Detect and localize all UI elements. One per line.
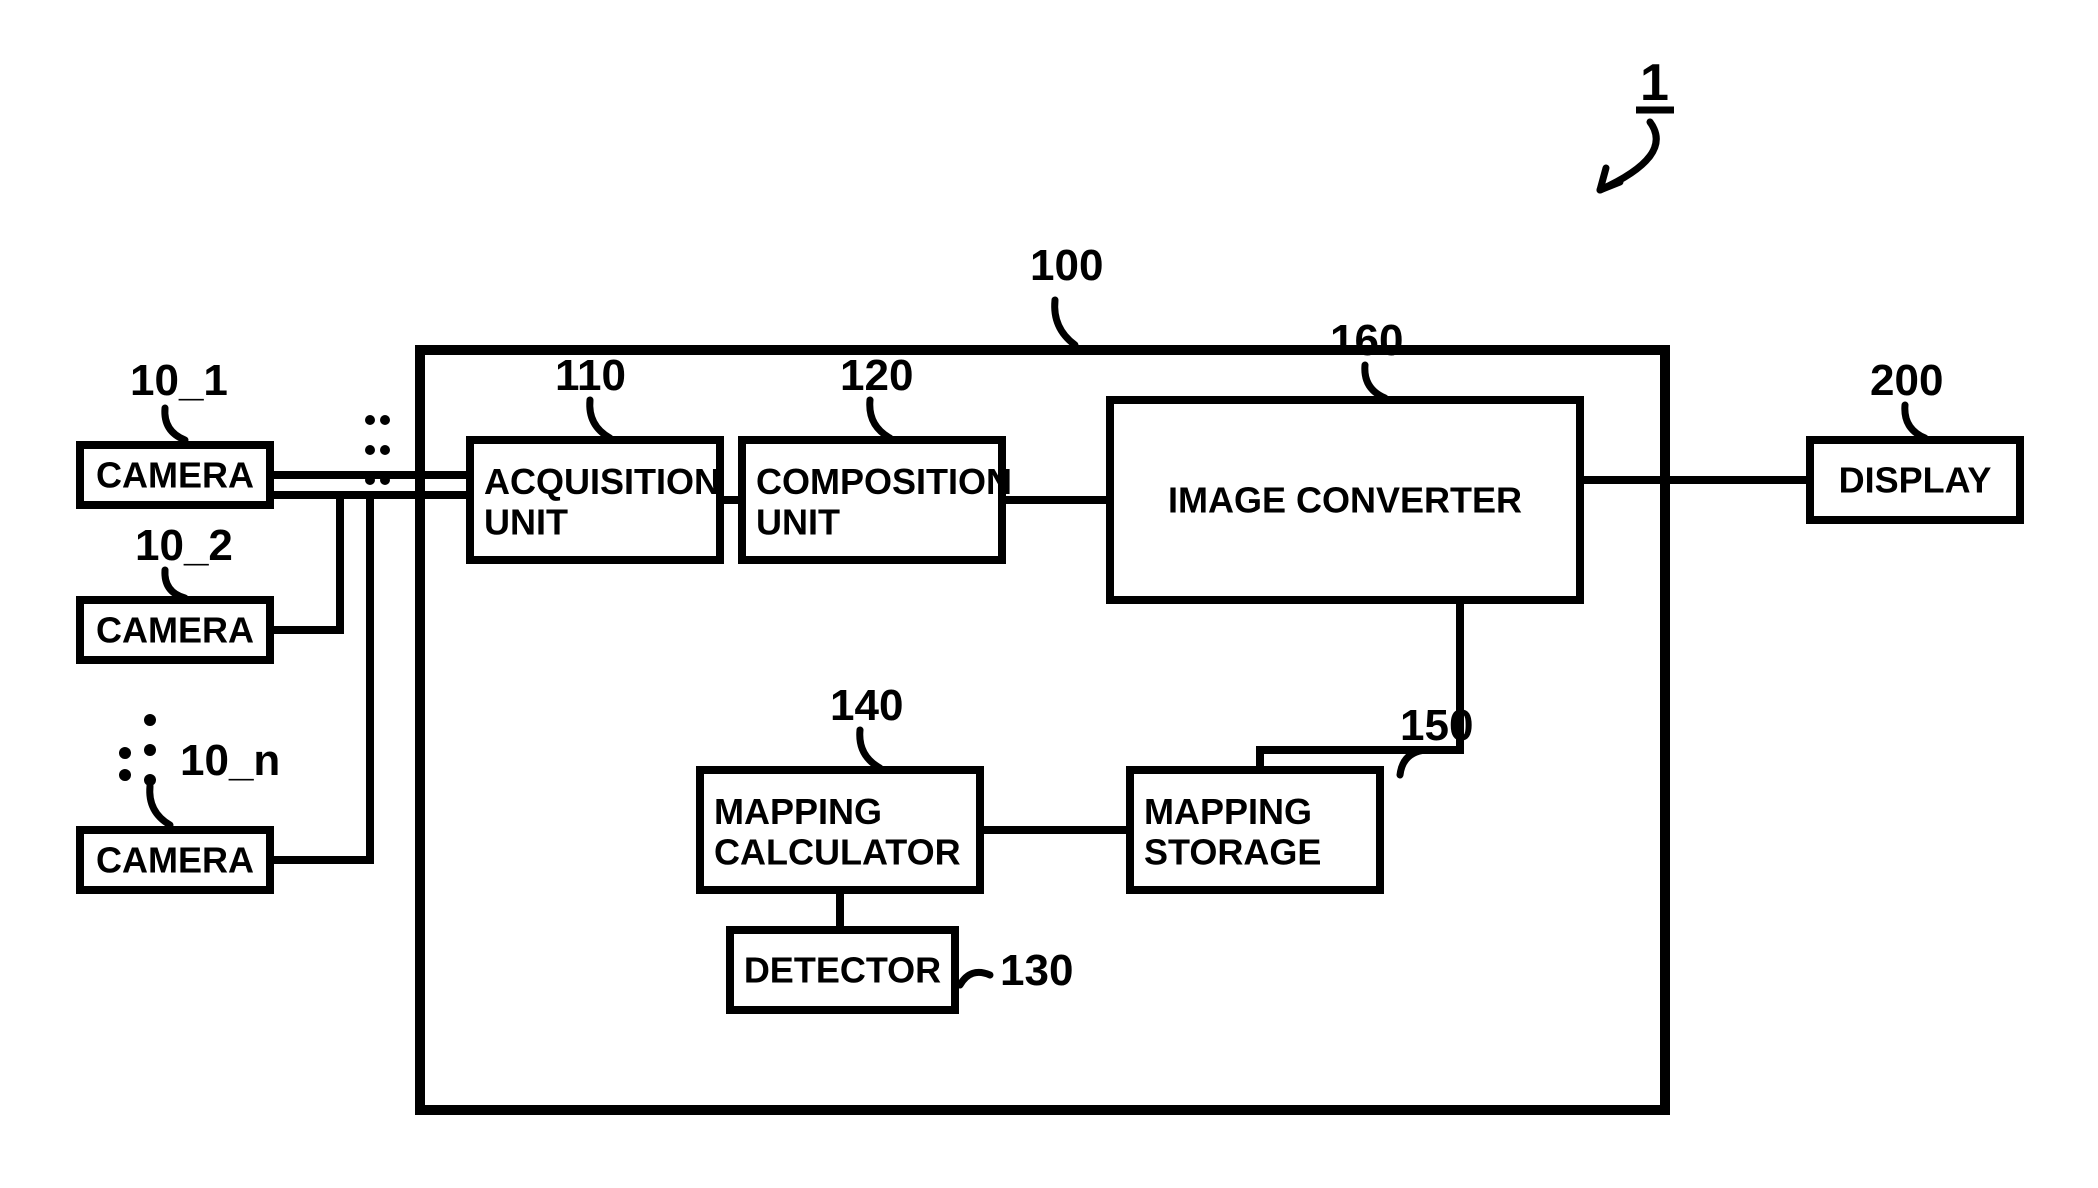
ref-prefix-dot [119,747,131,759]
ref-tick-10_2 [165,570,185,598]
block-diagram: CAMERACAMERACAMERAACQUISITIONUNITCOMPOSI… [0,0,2098,1188]
acquisition-label-0: ACQUISITION [484,461,720,502]
ref-140: 140 [830,681,903,730]
detector-label: DETECTOR [744,950,941,991]
ref-110: 110 [555,351,626,400]
bus-dot [380,415,390,425]
calculator-label-0: MAPPING [714,791,882,832]
acquisition-label-1: UNIT [484,501,568,542]
ref-200: 200 [1870,356,1943,405]
camera-ellipsis-dot [144,714,156,726]
bus-dot [380,475,390,485]
camera_2-label: CAMERA [96,610,254,651]
ref-tick-100 [1055,300,1075,345]
conn-camera_n [270,495,370,860]
ref-10_n: 10_n [180,736,280,785]
camera_n-label: CAMERA [96,840,254,881]
conn-camera_2 [270,495,340,630]
ref-tick-10_n [150,786,170,825]
composition-label-0: COMPOSITION [756,461,1012,502]
camera_1-label: CAMERA [96,455,254,496]
top-ref-arrow [1600,122,1656,190]
bus-dot [365,445,375,455]
calculator-label-1: CALCULATOR [714,831,961,872]
converter-label: IMAGE CONVERTER [1168,480,1522,521]
ref-150: 150 [1400,701,1473,750]
ref-tick-200 [1905,405,1925,438]
bus-dot [365,475,375,485]
ref-160: 160 [1330,316,1403,365]
storage-label-1: STORAGE [1144,831,1321,872]
top-ref: 1 [1640,54,1669,112]
display-label: DISPLAY [1839,460,1992,501]
composition-label-1: UNIT [756,501,840,542]
storage-label-0: MAPPING [1144,791,1312,832]
ref-prefix-dot [119,769,131,781]
bus-dot [365,415,375,425]
ref-10_1: 10_1 [130,356,228,405]
ref-tick-10_1 [165,408,185,440]
ref-130: 130 [1000,946,1073,995]
bus-dot [380,445,390,455]
ref-100: 100 [1030,241,1103,290]
camera-ellipsis-dot [144,744,156,756]
ref-120: 120 [840,351,913,400]
ref-10_2: 10_2 [135,521,233,570]
